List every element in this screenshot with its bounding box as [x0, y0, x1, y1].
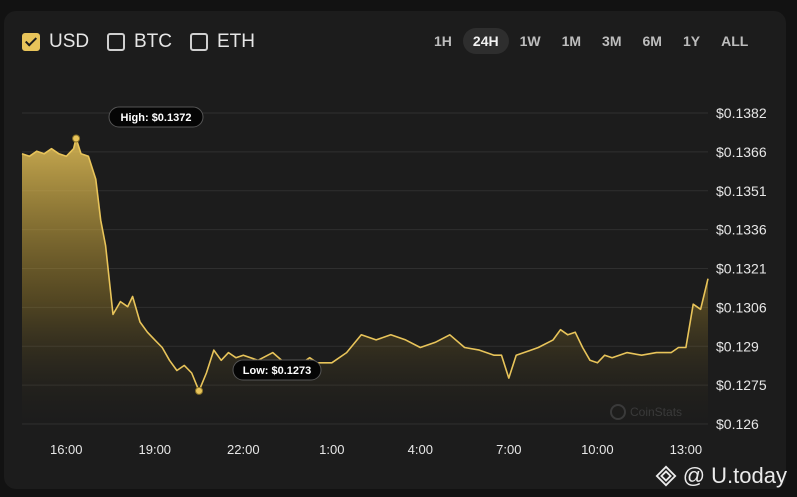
x-tick-label: 7:00 — [496, 442, 521, 457]
watermark-text: CoinStats — [630, 405, 682, 419]
y-tick-label: $0.1275 — [716, 377, 767, 393]
currency-usd[interactable]: USD — [22, 31, 89, 53]
coinstats-watermark: CoinStats — [610, 404, 682, 420]
high-tooltip-box — [108, 106, 204, 128]
x-tick-label: 10:00 — [581, 442, 614, 457]
y-tick-label: $0.126 — [716, 416, 759, 432]
range-1m[interactable]: 1M — [561, 33, 582, 49]
y-tick-label: $0.1382 — [716, 105, 767, 121]
y-tick-label: $0.129 — [716, 338, 759, 354]
y-tick-label: $0.1336 — [716, 222, 767, 238]
high-label: High: $0.1372 — [121, 112, 192, 124]
range-1w[interactable]: 1W — [519, 33, 541, 49]
diamond-logo-icon — [655, 465, 677, 487]
at-symbol: @ — [682, 463, 706, 488]
y-tick-label: $0.1321 — [716, 261, 767, 277]
currency-label: USD — [49, 31, 90, 52]
price-area — [22, 138, 708, 434]
eth-checkbox[interactable] — [190, 33, 208, 51]
btc-checkbox[interactable] — [107, 33, 125, 51]
range-1y[interactable]: 1Y — [682, 33, 701, 49]
usd-checkbox[interactable] — [22, 33, 40, 51]
utoday-brand: @ U.today — [655, 463, 787, 489]
range-24h[interactable]: 24H — [462, 28, 509, 54]
currency-btc[interactable]: BTC — [107, 31, 172, 53]
high-point — [72, 134, 81, 143]
range-3m[interactable]: 3M — [602, 33, 622, 49]
low-point — [195, 386, 204, 395]
y-tick-label: $0.1366 — [716, 144, 767, 160]
x-tick-label: 16:00 — [50, 442, 83, 457]
time-range-selector: 1H 24H 1W 1M 3M 6M 1Y ALL — [424, 28, 759, 54]
currency-eth[interactable]: ETH — [190, 31, 255, 53]
y-tick-label: $0.1306 — [716, 299, 767, 315]
range-6m[interactable]: 6M — [642, 33, 662, 49]
range-1h[interactable]: 1H — [434, 33, 452, 49]
currency-label: ETH — [217, 31, 255, 52]
brand-name: U.today — [711, 463, 787, 488]
x-tick-label: 22:00 — [227, 442, 260, 457]
low-tooltip-box — [232, 359, 322, 381]
low-label: Low: $0.1273 — [243, 365, 311, 377]
y-tick-label: $0.1351 — [716, 183, 767, 199]
range-all[interactable]: ALL — [721, 33, 749, 49]
x-tick-label: 13:00 — [670, 442, 703, 457]
x-tick-label: 1:00 — [319, 442, 344, 457]
currency-label: BTC — [134, 31, 172, 52]
x-tick-label: 4:00 — [408, 442, 433, 457]
x-tick-label: 19:00 — [139, 442, 172, 457]
